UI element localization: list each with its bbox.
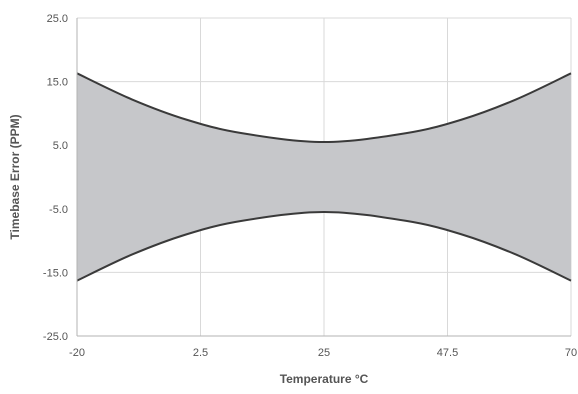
y-tick-label: -25.0: [43, 331, 68, 343]
x-tick-label: 47.5: [437, 347, 458, 359]
y-axis-label: Timebase Error (PPM): [8, 114, 22, 239]
x-tick-label: 70: [565, 347, 577, 359]
x-tick-label: 2.5: [193, 347, 208, 359]
y-tick-label: -15.0: [43, 267, 68, 279]
y-tick-label: 5.0: [53, 140, 68, 152]
y-tick-label: -5.0: [49, 204, 68, 216]
y-tick-label: 15.0: [47, 77, 68, 89]
y-tick-label: 25.0: [47, 13, 68, 25]
x-tick-label: 25: [318, 347, 330, 359]
x-tick-label: -20: [69, 347, 85, 359]
x-axis-label: Temperature °C: [280, 372, 369, 386]
